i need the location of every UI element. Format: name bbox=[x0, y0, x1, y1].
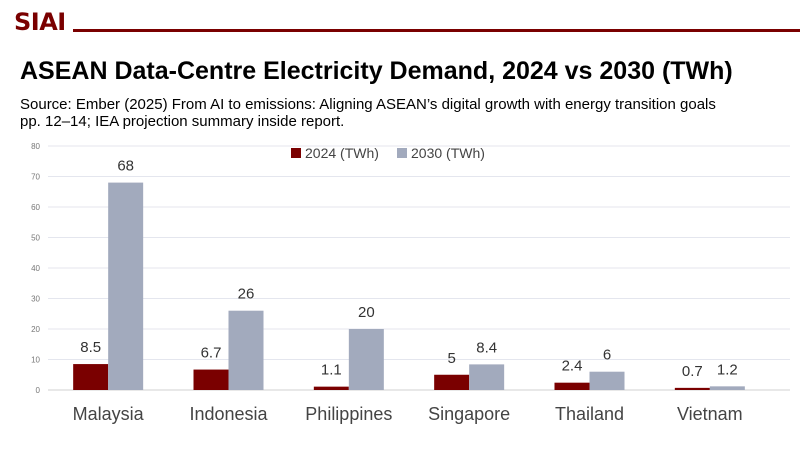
data-label: 5 bbox=[447, 350, 455, 367]
y-tick-label: 20 bbox=[31, 325, 40, 334]
data-label: 0.7 bbox=[682, 363, 703, 380]
legend-swatch bbox=[397, 148, 407, 158]
data-label: 1.2 bbox=[717, 361, 738, 378]
data-label: 68 bbox=[117, 158, 134, 175]
legend-label: 2030 (TWh) bbox=[411, 145, 485, 161]
header-rule bbox=[73, 29, 800, 32]
data-label: 1.1 bbox=[321, 362, 342, 379]
y-tick-label: 10 bbox=[31, 356, 40, 365]
x-tick-label: Thailand bbox=[555, 404, 624, 424]
y-tick-label: 80 bbox=[31, 142, 40, 151]
legend-label: 2024 (TWh) bbox=[305, 145, 379, 161]
chart-title: ASEAN Data-Centre Electricity Demand, 20… bbox=[20, 57, 733, 85]
y-tick-label: 50 bbox=[31, 234, 40, 243]
y-tick-label: 70 bbox=[31, 173, 40, 182]
y-tick-label: 60 bbox=[31, 203, 40, 212]
data-label: 26 bbox=[238, 286, 255, 303]
data-label: 8.4 bbox=[476, 339, 497, 356]
bar-philippines-1 bbox=[348, 329, 384, 390]
bar-indonesia-1 bbox=[228, 310, 264, 390]
bar-malaysia-1 bbox=[108, 182, 144, 390]
data-label: 20 bbox=[358, 304, 375, 321]
chart-subtitle: Source: Ember (2025) From AI to emission… bbox=[20, 96, 716, 130]
bar-indonesia-0 bbox=[193, 369, 229, 390]
y-tick-label: 30 bbox=[31, 295, 40, 304]
x-tick-label: Vietnam bbox=[677, 404, 743, 424]
bar-singapore-0 bbox=[434, 374, 470, 390]
data-label: 8.5 bbox=[80, 339, 101, 356]
bar-thailand-0 bbox=[554, 382, 590, 390]
bar-singapore-1 bbox=[469, 364, 505, 390]
y-tick-label: 0 bbox=[36, 386, 41, 395]
x-tick-label: Indonesia bbox=[189, 404, 268, 424]
x-tick-label: Malaysia bbox=[73, 404, 145, 424]
bar-vietnam-1 bbox=[709, 386, 745, 390]
y-tick-label: 40 bbox=[31, 264, 40, 273]
x-tick-label: Philippines bbox=[305, 404, 392, 424]
x-tick-label: Singapore bbox=[428, 404, 510, 424]
legend-swatch bbox=[291, 148, 301, 158]
bar-thailand-1 bbox=[589, 371, 625, 390]
siai-logo: SIAI bbox=[14, 8, 66, 36]
data-label: 6 bbox=[603, 347, 611, 364]
data-label: 6.7 bbox=[201, 345, 222, 362]
bar-malaysia-0 bbox=[73, 364, 109, 390]
bar-philippines-0 bbox=[313, 386, 349, 390]
data-label: 2.4 bbox=[562, 358, 583, 375]
bar-vietnam-0 bbox=[674, 387, 710, 390]
